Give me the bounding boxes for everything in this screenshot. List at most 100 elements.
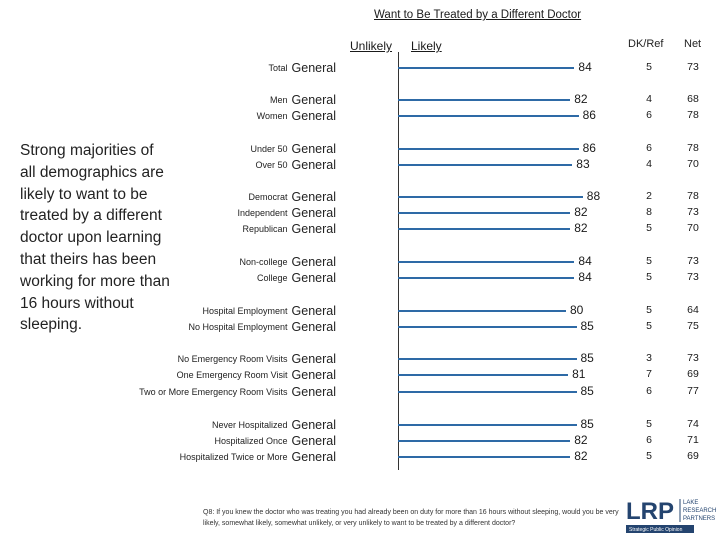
category-suffix: General xyxy=(291,93,336,107)
category-suffix: General xyxy=(291,206,336,220)
category-suffix: General xyxy=(291,368,336,382)
category-name: Over 50 xyxy=(255,160,288,170)
likely-value-label: 82 xyxy=(574,205,588,219)
category-label: Over 50 General xyxy=(256,158,337,172)
likely-value-label: 82 xyxy=(574,221,588,235)
likely-value-label: 82 xyxy=(574,92,588,106)
logo-tagline: Strategic Public Opinion xyxy=(629,527,683,533)
likely-value-label: 81 xyxy=(572,367,586,381)
category-label: College General xyxy=(257,271,336,285)
category-label: Never Hospitalized General xyxy=(212,418,336,432)
likely-bar xyxy=(398,440,571,442)
legend-unlikely: Unlikely xyxy=(350,39,393,53)
dk-ref-value: 5 xyxy=(646,61,652,73)
category-label: One Emergency Room Visit General xyxy=(177,368,336,382)
likely-bar xyxy=(398,148,579,150)
likely-bar xyxy=(398,326,577,328)
likely-bar xyxy=(398,456,571,458)
likely-bar xyxy=(398,196,583,198)
category-name: Republican xyxy=(242,224,288,234)
likely-value-label: 84 xyxy=(578,270,592,284)
net-value: 73 xyxy=(687,352,699,364)
category-label: No Hospital Employment General xyxy=(188,320,336,334)
likely-bar xyxy=(398,261,575,263)
category-name: Women xyxy=(256,111,288,121)
category-label: Hospitalized Once General xyxy=(214,434,336,448)
category-name: Non-college xyxy=(239,257,288,267)
category-name: Total xyxy=(268,63,288,73)
category-name: Two or More Emergency Room Visits xyxy=(139,387,288,397)
likely-bar xyxy=(398,99,571,101)
likely-value-label: 86 xyxy=(582,141,596,155)
likely-value-label: 88 xyxy=(586,189,601,203)
likely-bar xyxy=(398,277,575,279)
category-label: Women General xyxy=(257,109,336,123)
category-name: College xyxy=(256,273,288,283)
category-suffix: General xyxy=(291,61,336,75)
category-name: Never Hospitalized xyxy=(211,420,288,430)
net-value: 64 xyxy=(687,304,699,316)
category-suffix: General xyxy=(291,109,336,123)
category-label: Independent General xyxy=(237,206,336,220)
category-name: Independent xyxy=(237,208,288,218)
category-name: Hospitalized Twice or More xyxy=(179,452,288,462)
category-name: Hospitalized Once xyxy=(214,436,288,446)
category-label: Under 50 General xyxy=(250,142,336,156)
dk-ref-value: 5 xyxy=(646,418,652,430)
likely-value-label: 82 xyxy=(574,449,588,463)
category-suffix: General xyxy=(291,271,336,285)
category-label: Republican General xyxy=(242,222,336,236)
logo-mark: LRP xyxy=(626,498,674,525)
category-label: Two or More Emergency Room Visits General xyxy=(139,385,336,399)
category-name: Democrat xyxy=(248,192,288,202)
net-value: 70 xyxy=(687,158,699,170)
likely-value-label: 84 xyxy=(578,60,592,74)
category-label: Total General xyxy=(269,61,337,75)
likely-bar xyxy=(398,164,573,166)
net-value: 78 xyxy=(687,109,699,121)
category-name: Men xyxy=(270,95,288,105)
footnote: Q8: If you knew the doctor who was treat… xyxy=(203,509,619,527)
category-label: Men General xyxy=(270,93,336,107)
category-suffix: General xyxy=(291,352,336,366)
category-name: No Hospital Employment xyxy=(188,322,288,332)
category-suffix: General xyxy=(291,418,336,432)
dk-ref-value: 8 xyxy=(646,206,652,218)
net-value: 74 xyxy=(687,418,699,430)
category-label: Hospitalized Twice or More General xyxy=(180,450,336,464)
category-label: No Emergency Room Visits General xyxy=(178,352,336,366)
dk-ref-value: 7 xyxy=(646,368,652,380)
dk-ref-value: 5 xyxy=(646,271,652,283)
dk-ref-value: 5 xyxy=(646,320,652,332)
dk-ref-value: 6 xyxy=(646,434,652,446)
likely-bar xyxy=(398,391,577,393)
summary-text: Strong majorities of all demographics ar… xyxy=(20,142,170,334)
category-name: Under 50 xyxy=(250,144,288,154)
category-name: No Emergency Room Visits xyxy=(177,354,288,364)
category-label: Non-college General xyxy=(239,255,336,269)
dk-ref-value: 6 xyxy=(646,385,652,397)
dk-ref-value: 5 xyxy=(646,450,652,462)
likely-value-label: 85 xyxy=(580,417,594,431)
dk-ref-value: 4 xyxy=(646,93,652,105)
dk-ref-value: 3 xyxy=(646,352,652,364)
likely-bar xyxy=(398,212,571,214)
category-label: Democrat General xyxy=(249,190,337,204)
likely-bar xyxy=(398,424,577,426)
net-value: 70 xyxy=(687,222,699,234)
likely-value-label: 83 xyxy=(576,157,590,171)
likely-bar xyxy=(398,67,575,69)
likely-value-label: 82 xyxy=(574,433,588,447)
dk-ref-value: 4 xyxy=(646,158,652,170)
likely-bar xyxy=(398,374,569,376)
category-label: Hospital Employment General xyxy=(202,304,336,318)
likely-bar xyxy=(398,228,571,230)
category-suffix: General xyxy=(291,304,336,318)
likely-value-label: 80 xyxy=(570,303,584,317)
net-value: 73 xyxy=(687,255,699,267)
logo-line1: LAKE xyxy=(683,500,698,506)
logo-line2: RESEARCH xyxy=(683,508,716,514)
category-suffix: General xyxy=(291,222,336,236)
likely-value-label: 85 xyxy=(580,319,594,333)
